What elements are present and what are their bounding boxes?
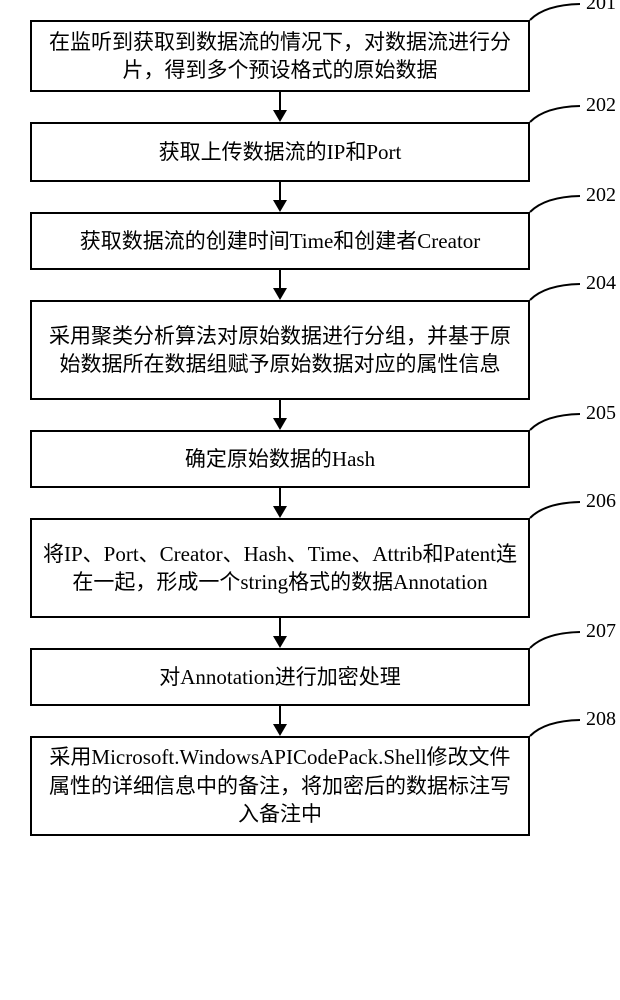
flowchart-step-box: 采用Microsoft.WindowsAPICodePack.Shell修改文件… (30, 736, 530, 836)
flowchart-step-label: 205 (586, 402, 616, 425)
flowchart-arrow (271, 400, 289, 430)
flowchart-arrow (271, 92, 289, 122)
flowchart-step-text: 获取上传数据流的IP和Port (159, 138, 402, 166)
flowchart-step-box: 对Annotation进行加密处理 (30, 648, 530, 706)
flowchart-arrow (271, 488, 289, 518)
flowchart-step-box: 获取上传数据流的IP和Port (30, 122, 530, 182)
flowchart-step-text: 在监听到获取到数据流的情况下，对数据流进行分片，得到多个预设格式的原始数据 (40, 28, 520, 85)
label-connector (530, 106, 582, 124)
flowchart-step-text: 获取数据流的创建时间Time和创建者Creator (80, 227, 481, 255)
flowchart-arrow (271, 270, 289, 300)
flowchart-arrow (271, 182, 289, 212)
flowchart-step-label: 204 (586, 272, 616, 295)
flowchart-step-text: 确定原始数据的Hash (185, 445, 375, 473)
flowchart-step-box: 获取数据流的创建时间Time和创建者Creator (30, 212, 530, 270)
flowchart-step-label: 206 (586, 490, 616, 513)
label-connector (530, 196, 582, 214)
flowchart-step-text: 将IP、Port、Creator、Hash、Time、Attrib和Patent… (40, 540, 520, 597)
flowchart-step-text: 对Annotation进行加密处理 (159, 663, 401, 691)
flowchart-arrow (271, 706, 289, 736)
label-connector (530, 4, 582, 22)
flowchart-step-label: 202 (586, 184, 616, 207)
flowchart-arrow (271, 618, 289, 648)
flowchart-step-label: 202 (586, 94, 616, 117)
flowchart-step-box: 采用聚类分析算法对原始数据进行分组，并基于原始数据所在数据组赋予原始数据对应的属… (30, 300, 530, 400)
flowchart-step-label: 201 (586, 0, 616, 15)
flowchart-step-box: 确定原始数据的Hash (30, 430, 530, 488)
label-connector (530, 720, 582, 738)
label-connector (530, 632, 582, 650)
label-connector (530, 414, 582, 432)
flowchart-step-label: 207 (586, 620, 616, 643)
flowchart-step-text: 采用聚类分析算法对原始数据进行分组，并基于原始数据所在数据组赋予原始数据对应的属… (40, 322, 520, 379)
flowchart-step-label: 208 (586, 708, 616, 731)
flowchart-step-box: 将IP、Port、Creator、Hash、Time、Attrib和Patent… (30, 518, 530, 618)
flowchart-step-box: 在监听到获取到数据流的情况下，对数据流进行分片，得到多个预设格式的原始数据 (30, 20, 530, 92)
flowchart-canvas: 在监听到获取到数据流的情况下，对数据流进行分片，得到多个预设格式的原始数据 201… (0, 0, 620, 1000)
label-connector (530, 284, 582, 302)
label-connector (530, 502, 582, 520)
flowchart-step-text: 采用Microsoft.WindowsAPICodePack.Shell修改文件… (40, 743, 520, 828)
